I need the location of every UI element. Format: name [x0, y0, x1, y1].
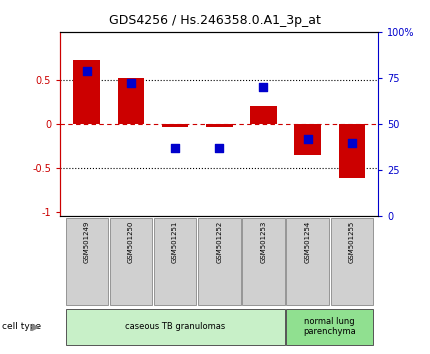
FancyBboxPatch shape — [286, 218, 329, 305]
Bar — [295, 124, 321, 155]
FancyBboxPatch shape — [110, 218, 152, 305]
FancyBboxPatch shape — [198, 218, 240, 305]
Text: ▶: ▶ — [32, 321, 39, 331]
Point — [172, 145, 178, 150]
Point — [304, 136, 311, 142]
Bar — [74, 60, 100, 124]
Text: normal lung
parenchyma: normal lung parenchyma — [304, 317, 356, 336]
Text: GSM501251: GSM501251 — [172, 221, 178, 263]
Point — [127, 80, 134, 86]
Text: GSM501252: GSM501252 — [216, 221, 222, 263]
FancyBboxPatch shape — [331, 218, 373, 305]
Point — [348, 141, 355, 146]
Text: GSM501255: GSM501255 — [349, 221, 355, 263]
Text: GSM501254: GSM501254 — [305, 221, 311, 263]
FancyBboxPatch shape — [65, 218, 108, 305]
Bar — [250, 107, 277, 124]
Bar — [339, 124, 365, 178]
Text: GSM501249: GSM501249 — [84, 221, 90, 263]
Text: caseous TB granulomas: caseous TB granulomas — [125, 322, 225, 331]
FancyBboxPatch shape — [65, 309, 285, 345]
Point — [83, 68, 90, 74]
Bar — [118, 78, 144, 124]
Point — [216, 145, 223, 150]
Bar — [206, 124, 233, 126]
FancyBboxPatch shape — [154, 218, 197, 305]
Point — [260, 84, 267, 90]
FancyBboxPatch shape — [286, 309, 373, 345]
Text: GSM501250: GSM501250 — [128, 221, 134, 263]
Text: cell type: cell type — [2, 322, 41, 331]
Text: GSM501253: GSM501253 — [261, 221, 267, 263]
Bar — [162, 124, 188, 126]
FancyBboxPatch shape — [242, 218, 285, 305]
Text: GDS4256 / Hs.246358.0.A1_3p_at: GDS4256 / Hs.246358.0.A1_3p_at — [109, 14, 321, 27]
